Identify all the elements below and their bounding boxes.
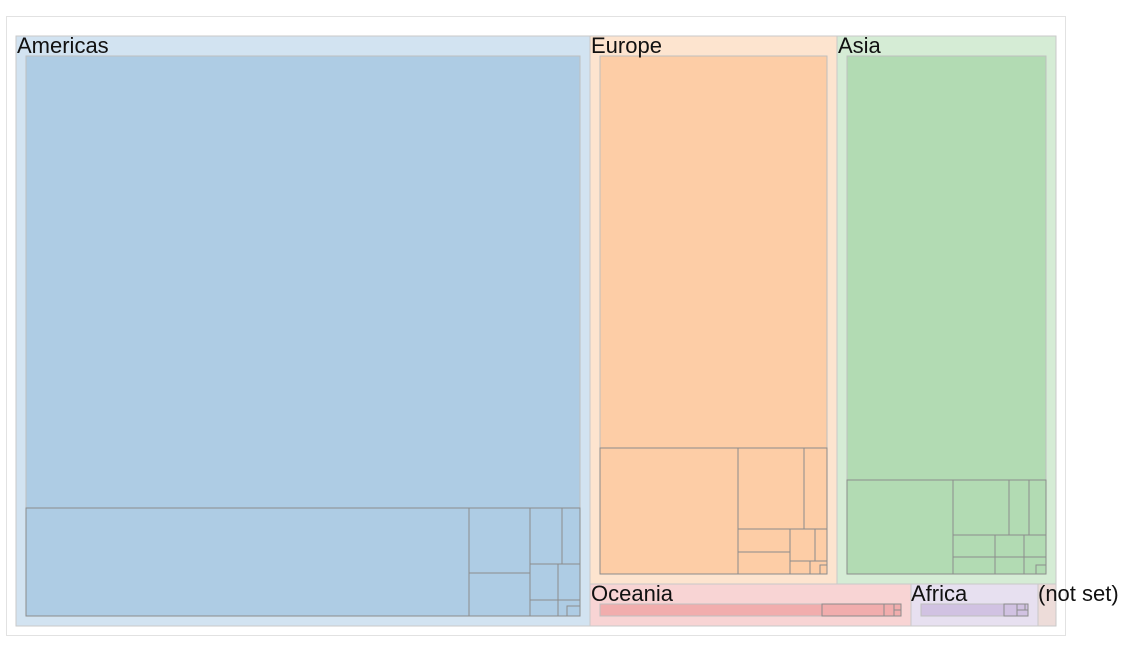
leaf-europe-1	[599, 55, 828, 449]
leaf-europe-4	[803, 447, 828, 530]
leaf-asia-5	[1028, 479, 1047, 536]
leaf-asia-2	[846, 479, 954, 575]
label-oceania: Oceania	[591, 581, 674, 606]
label-not-set: (not set)	[1038, 581, 1119, 606]
leaf-europe-5	[737, 528, 791, 553]
leaf-americas-7	[529, 599, 559, 617]
leaves-layer	[25, 55, 1047, 617]
leaf-oceania-3	[883, 603, 895, 617]
leaf-asia-1	[846, 55, 1047, 481]
leaf-africa-2	[1003, 603, 1018, 617]
region-not-set	[1037, 583, 1057, 627]
leaf-asia-7	[952, 556, 996, 575]
leaf-asia-9	[994, 556, 1025, 575]
leaf-europe-8	[814, 528, 828, 562]
leaf-europe-3	[737, 447, 805, 530]
label-africa: Africa	[911, 581, 968, 606]
leaf-americas-4	[529, 507, 563, 565]
leaf-asia-10	[1023, 534, 1047, 558]
leaf-europe-9	[789, 560, 811, 575]
leaf-americas-5	[468, 572, 531, 617]
leaf-europe-11	[819, 564, 828, 575]
leaf-americas-11	[566, 605, 581, 617]
leaf-europe-7	[789, 528, 816, 562]
label-europe: Europe	[591, 33, 662, 58]
leaf-europe-2	[599, 447, 739, 575]
leaf-oceania-5	[893, 609, 902, 617]
leaf-americas-8	[557, 563, 581, 601]
leaf-africa-5	[1016, 609, 1029, 617]
leaf-americas-6	[529, 563, 559, 601]
leaf-asia-6	[952, 534, 996, 558]
leaf-asia-4	[1008, 479, 1030, 536]
leaf-americas-3	[468, 507, 531, 574]
leaf-europe-6	[737, 551, 791, 575]
leaf-asia-12	[1035, 564, 1047, 575]
label-asia: Asia	[838, 33, 882, 58]
leaf-americas-10	[561, 507, 581, 565]
leaf-americas-1	[25, 55, 581, 509]
labels-layer: Americas Europe Asia Oceania Africa (not…	[17, 33, 1119, 606]
leaf-oceania-2	[821, 603, 885, 617]
leaf-americas-2	[25, 507, 470, 617]
leaf-asia-3	[952, 479, 1010, 536]
label-americas: Americas	[17, 33, 109, 58]
leaf-asia-8	[994, 534, 1025, 558]
